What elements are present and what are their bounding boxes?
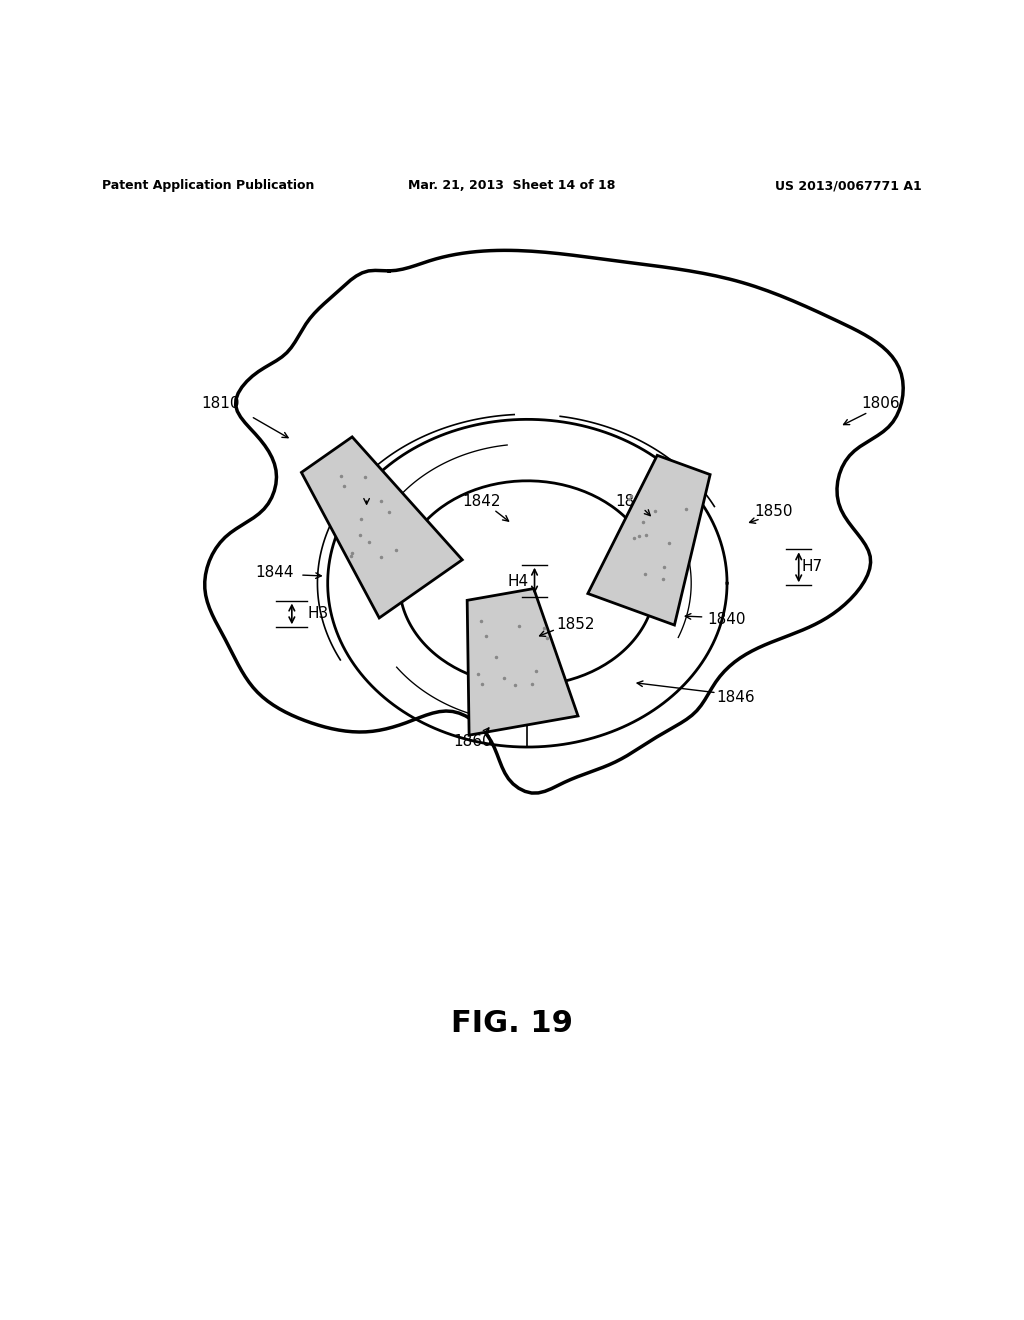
- Text: 1852: 1852: [556, 616, 595, 632]
- Text: H7: H7: [802, 560, 823, 574]
- Text: 1842: 1842: [462, 494, 501, 508]
- Text: FIG. 19: FIG. 19: [451, 1008, 573, 1038]
- Text: Mar. 21, 2013  Sheet 14 of 18: Mar. 21, 2013 Sheet 14 of 18: [409, 180, 615, 193]
- Text: 1860: 1860: [454, 734, 493, 750]
- Text: 1846: 1846: [717, 690, 756, 705]
- Text: H3: H3: [307, 606, 329, 622]
- Text: 1850: 1850: [754, 504, 793, 519]
- Text: US 2013/0067771 A1: US 2013/0067771 A1: [775, 180, 922, 193]
- Text: Patent Application Publication: Patent Application Publication: [102, 180, 314, 193]
- Text: 1844: 1844: [255, 565, 294, 581]
- Text: 1840: 1840: [708, 611, 746, 627]
- Polygon shape: [467, 589, 578, 735]
- Text: 1810: 1810: [201, 396, 240, 412]
- Text: 1860: 1860: [347, 483, 386, 499]
- Polygon shape: [588, 455, 710, 626]
- Text: 1806: 1806: [861, 396, 900, 412]
- Polygon shape: [301, 437, 462, 618]
- Text: H4: H4: [508, 574, 529, 589]
- Text: 1860: 1860: [615, 494, 654, 508]
